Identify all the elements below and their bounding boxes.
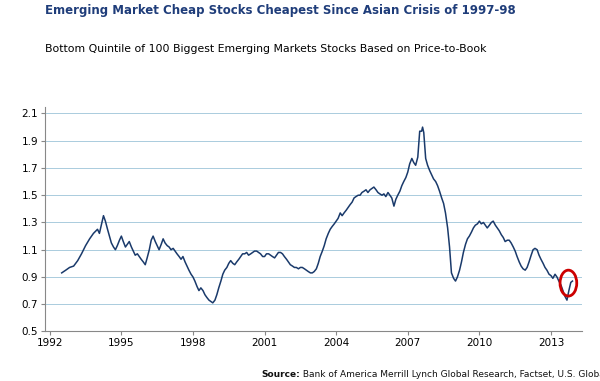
Text: Bottom Quintile of 100 Biggest Emerging Markets Stocks Based on Price-to-Book: Bottom Quintile of 100 Biggest Emerging … <box>45 44 487 54</box>
Text: Emerging Market Cheap Stocks Cheapest Since Asian Crisis of 1997-98: Emerging Market Cheap Stocks Cheapest Si… <box>45 4 516 17</box>
Text: Source:: Source: <box>261 370 300 379</box>
Text: Bank of America Merrill Lynch Global Research, Factset, U.S. Global Investors: Bank of America Merrill Lynch Global Res… <box>300 370 600 379</box>
